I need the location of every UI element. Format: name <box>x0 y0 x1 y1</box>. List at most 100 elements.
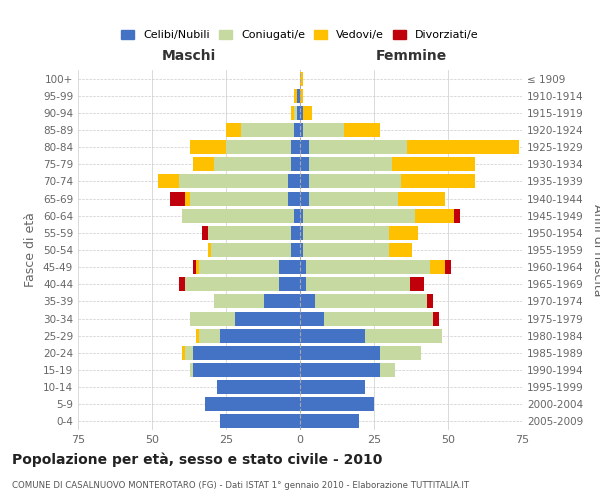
Bar <box>303 106 312 120</box>
Bar <box>389 226 418 240</box>
Bar <box>193 363 300 377</box>
Bar <box>190 312 235 326</box>
Bar <box>205 398 300 411</box>
Bar <box>193 260 196 274</box>
Bar <box>300 346 380 360</box>
Bar <box>300 174 309 188</box>
Bar <box>196 328 199 342</box>
Text: Femmine: Femmine <box>376 49 446 63</box>
Bar <box>309 158 392 172</box>
Bar <box>300 123 303 137</box>
Bar <box>241 123 294 137</box>
Bar <box>288 174 300 188</box>
Bar <box>217 380 300 394</box>
Bar <box>185 192 190 205</box>
Bar <box>226 123 241 137</box>
Bar <box>315 294 427 308</box>
Bar <box>300 140 309 154</box>
Y-axis label: Fasce di età: Fasce di età <box>25 212 37 288</box>
Bar <box>392 158 475 172</box>
Bar <box>190 363 193 377</box>
Bar <box>193 158 214 172</box>
Bar <box>279 260 300 274</box>
Bar <box>170 192 185 205</box>
Bar <box>291 243 300 257</box>
Y-axis label: Anni di nascita: Anni di nascita <box>592 204 600 296</box>
Bar <box>401 174 475 188</box>
Bar <box>214 294 265 308</box>
Bar <box>415 208 454 222</box>
Bar <box>294 208 300 222</box>
Bar <box>300 243 303 257</box>
Bar <box>380 346 421 360</box>
Bar <box>309 192 398 205</box>
Bar <box>179 278 185 291</box>
Text: Popolazione per età, sesso e stato civile - 2010: Popolazione per età, sesso e stato civil… <box>12 452 382 467</box>
Bar <box>208 226 291 240</box>
Bar <box>309 140 407 154</box>
Bar <box>182 208 294 222</box>
Bar <box>454 208 460 222</box>
Bar <box>199 328 220 342</box>
Legend: Celibi/Nubili, Coniugati/e, Vedovi/e, Divorziati/e: Celibi/Nubili, Coniugati/e, Vedovi/e, Di… <box>117 25 483 44</box>
Bar <box>208 243 211 257</box>
Bar <box>306 260 430 274</box>
Bar <box>185 278 279 291</box>
Bar <box>291 226 300 240</box>
Bar <box>300 294 315 308</box>
Bar <box>265 294 300 308</box>
Bar <box>226 140 291 154</box>
Bar <box>220 328 300 342</box>
Text: Maschi: Maschi <box>162 49 216 63</box>
Bar <box>190 192 288 205</box>
Bar <box>380 363 395 377</box>
Bar <box>430 260 445 274</box>
Bar <box>300 208 303 222</box>
Bar <box>300 380 365 394</box>
Bar <box>196 260 199 274</box>
Bar <box>427 294 433 308</box>
Text: COMUNE DI CASALNUOVO MONTEROTARO (FG) - Dati ISTAT 1° gennaio 2010 - Elaborazion: COMUNE DI CASALNUOVO MONTEROTARO (FG) - … <box>12 480 469 490</box>
Bar <box>297 106 300 120</box>
Bar <box>303 243 389 257</box>
Bar <box>300 328 365 342</box>
Bar <box>300 260 306 274</box>
Bar <box>300 72 303 86</box>
Bar <box>407 140 519 154</box>
Bar <box>433 312 439 326</box>
Bar <box>300 363 380 377</box>
Bar <box>300 226 303 240</box>
Bar <box>300 192 309 205</box>
Bar <box>214 158 291 172</box>
Bar <box>300 312 323 326</box>
Bar <box>211 243 291 257</box>
Bar <box>300 414 359 428</box>
Bar <box>291 106 294 120</box>
Bar <box>410 278 424 291</box>
Bar <box>445 260 451 274</box>
Bar <box>235 312 300 326</box>
Bar <box>202 226 208 240</box>
Bar <box>294 123 300 137</box>
Bar <box>158 174 179 188</box>
Bar <box>291 140 300 154</box>
Bar <box>179 174 288 188</box>
Bar <box>303 226 389 240</box>
Bar <box>193 346 300 360</box>
Bar <box>365 328 442 342</box>
Bar <box>344 123 380 137</box>
Bar <box>306 278 410 291</box>
Bar <box>220 414 300 428</box>
Bar <box>300 106 303 120</box>
Bar <box>294 106 297 120</box>
Bar <box>303 208 415 222</box>
Bar <box>398 192 445 205</box>
Bar <box>185 346 193 360</box>
Bar <box>300 278 306 291</box>
Bar <box>182 346 185 360</box>
Bar <box>303 123 344 137</box>
Bar <box>297 88 300 102</box>
Bar <box>389 243 412 257</box>
Bar <box>279 278 300 291</box>
Bar <box>291 158 300 172</box>
